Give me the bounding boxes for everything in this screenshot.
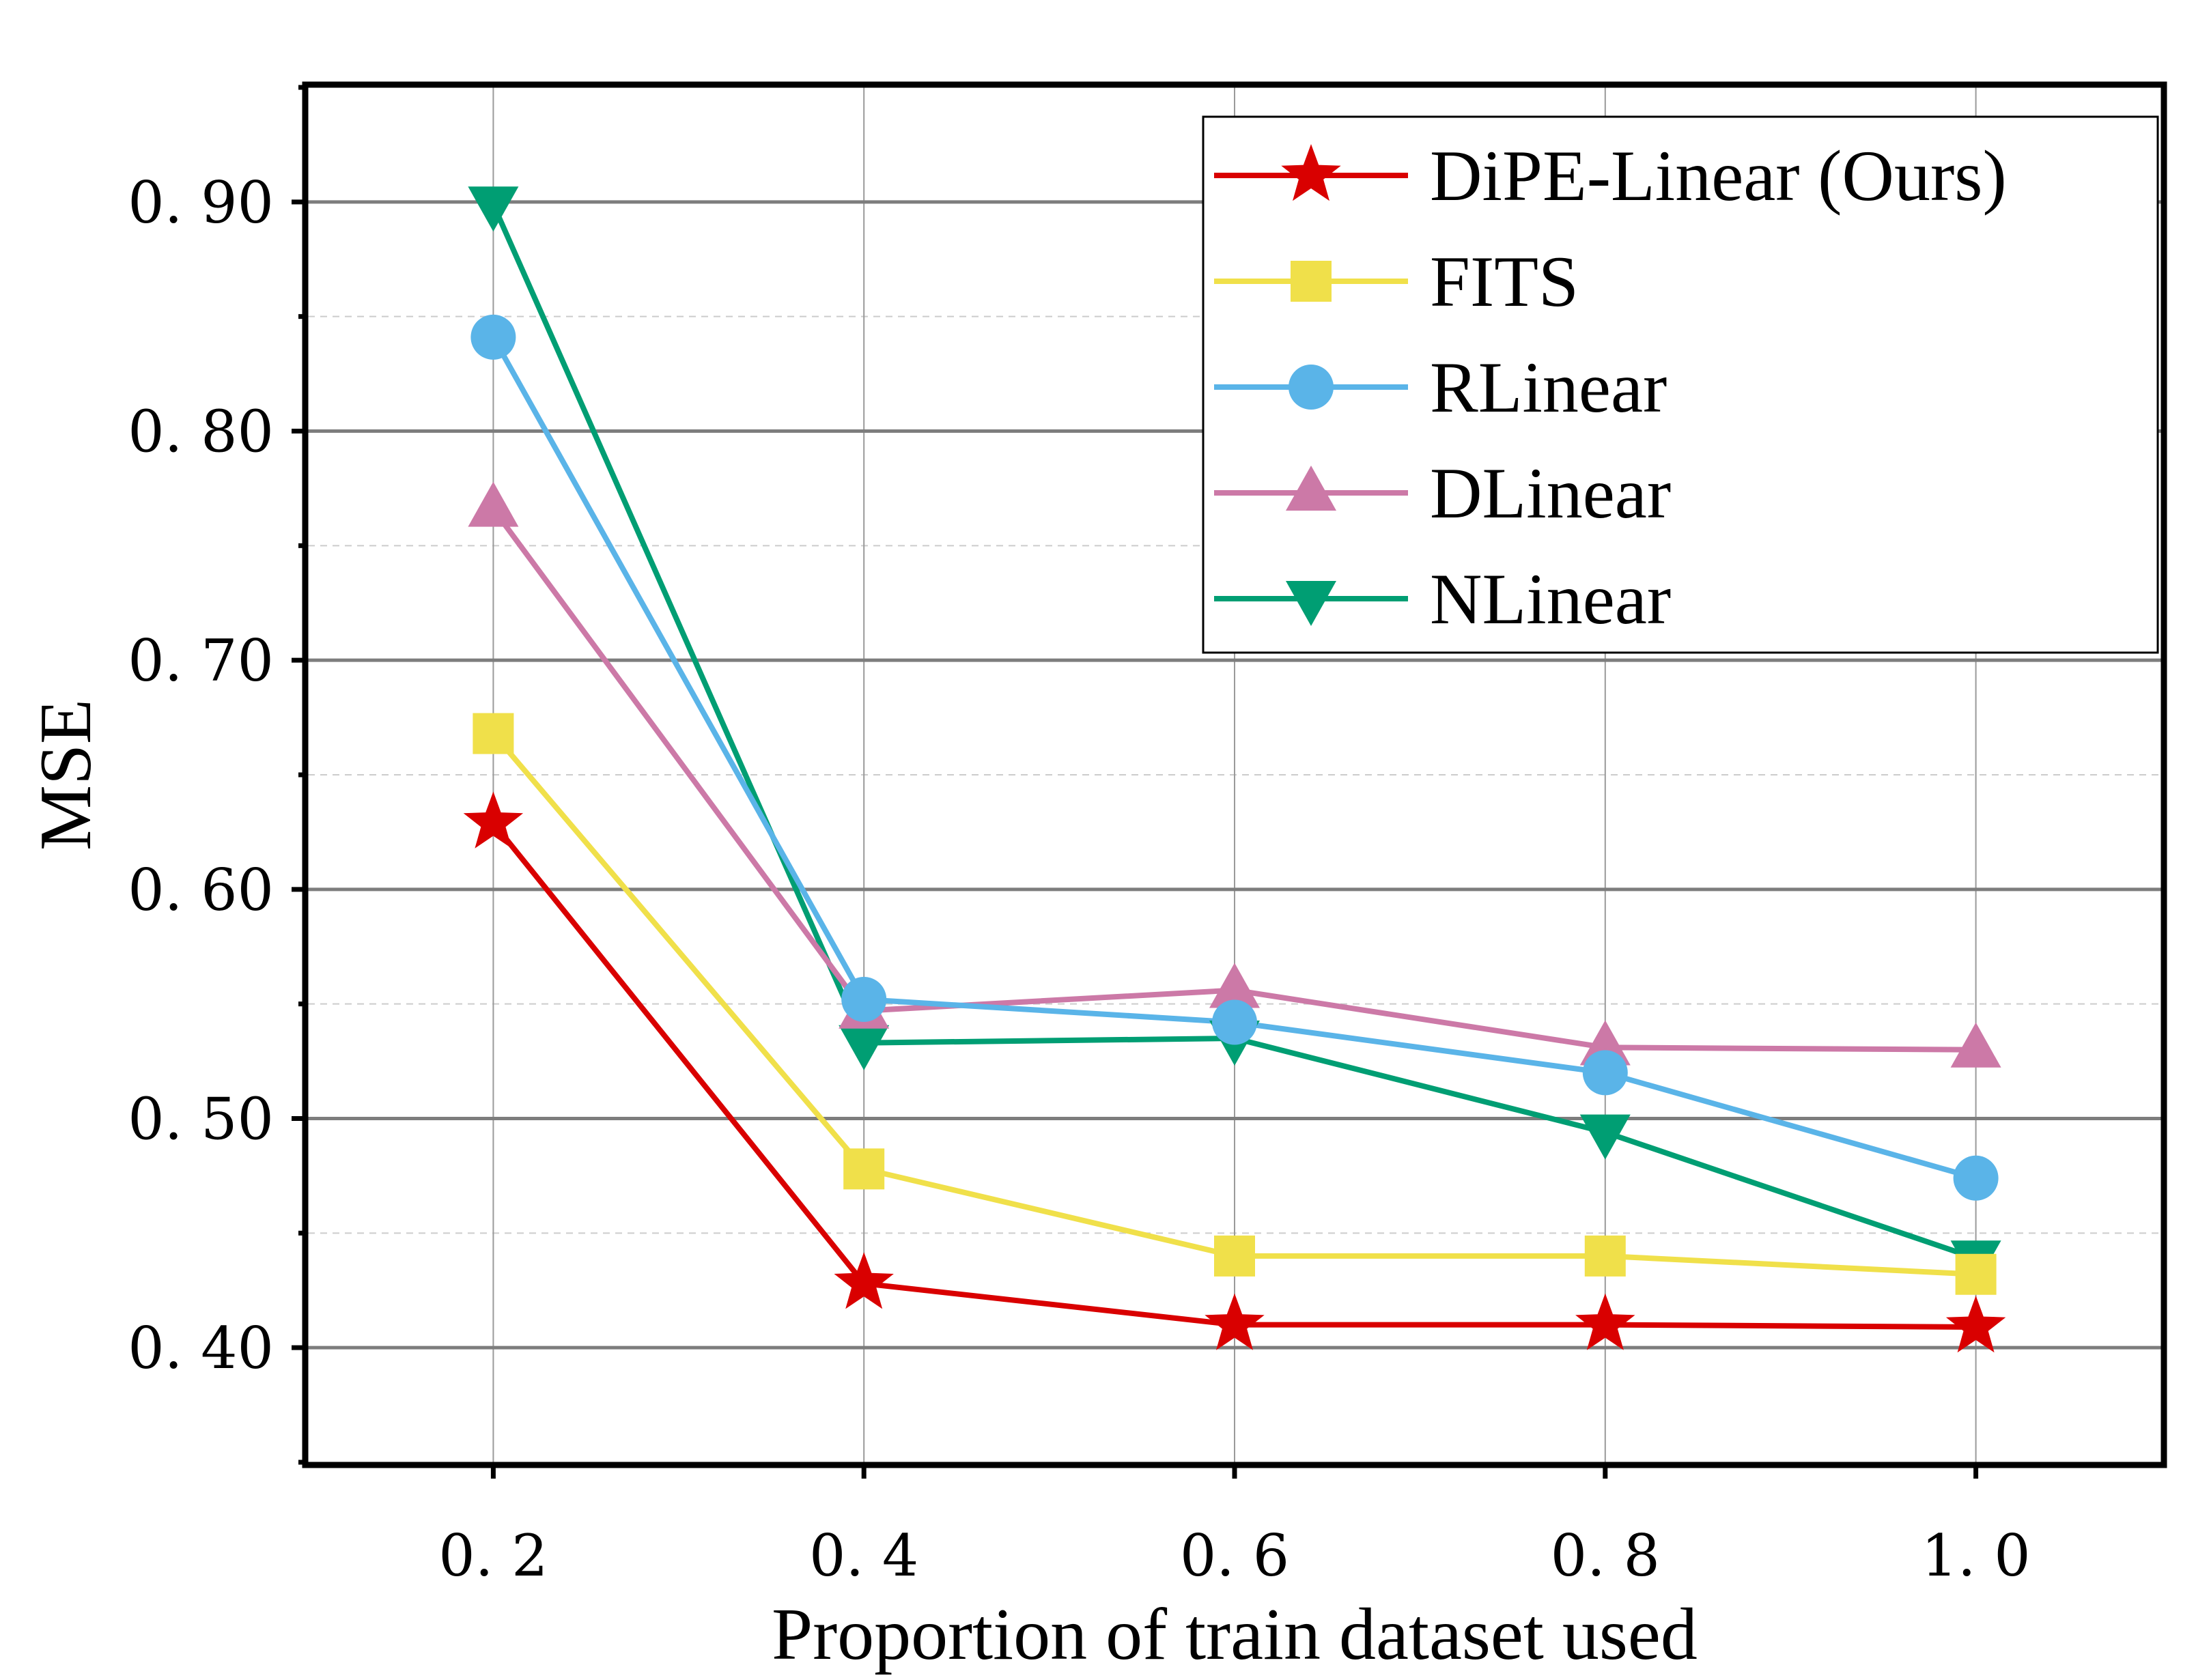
data-point bbox=[843, 1148, 885, 1190]
y-tick-label: 0. 80 bbox=[128, 399, 274, 466]
legend-marker bbox=[1286, 581, 1336, 626]
y-tick-label: 0. 40 bbox=[128, 1315, 274, 1382]
data-point bbox=[473, 713, 514, 754]
data-point bbox=[1205, 1293, 1265, 1350]
data-point bbox=[1209, 963, 1260, 1008]
y-tick-label: 0. 50 bbox=[128, 1086, 274, 1153]
x-tick-label: 0. 4 bbox=[809, 1522, 918, 1589]
x-tick-label: 0. 8 bbox=[1551, 1522, 1660, 1589]
y-axis-title: MSE bbox=[25, 699, 107, 851]
legend-label: RLinear bbox=[1430, 347, 1667, 427]
legend-marker bbox=[1289, 365, 1334, 410]
legend-label: FITS bbox=[1430, 242, 1579, 322]
data-point bbox=[834, 1252, 894, 1309]
legend-label: NLinear bbox=[1430, 559, 1671, 639]
data-point bbox=[1955, 1253, 1997, 1295]
legend-marker bbox=[1286, 466, 1336, 511]
data-point bbox=[1575, 1293, 1635, 1350]
x-tick-labels: 0. 2 0. 4 0. 6 0. 8 1. 0 bbox=[438, 1522, 2030, 1589]
y-tick-label: 0. 70 bbox=[128, 627, 274, 694]
legend-marker bbox=[1281, 144, 1341, 201]
data-point bbox=[841, 976, 887, 1022]
legend-label: DLinear bbox=[1430, 453, 1671, 533]
y-tick-label: 0. 60 bbox=[128, 857, 274, 924]
data-point bbox=[468, 186, 519, 232]
data-point bbox=[1945, 1296, 2006, 1353]
major-gridlines bbox=[308, 87, 2161, 1462]
data-point bbox=[1582, 1050, 1628, 1096]
y-tick-labels: 0. 40 0. 50 0. 60 0. 70 0. 80 0. 90 bbox=[128, 169, 274, 1382]
data-point bbox=[468, 481, 519, 527]
x-axis-title: Proportion of train dataset used bbox=[772, 1594, 1698, 1675]
data-point bbox=[1584, 1235, 1626, 1277]
legend-label: DiPE-Linear (Ours) bbox=[1430, 136, 2007, 216]
axis-ticks bbox=[292, 85, 1979, 1479]
data-point bbox=[470, 314, 516, 360]
data-point bbox=[1214, 1235, 1255, 1277]
x-tick-label: 0. 6 bbox=[1180, 1522, 1289, 1589]
x-tick-label: 1. 0 bbox=[1921, 1522, 2030, 1589]
data-point bbox=[1579, 1114, 1631, 1160]
data-point bbox=[1579, 1020, 1631, 1066]
series-markers bbox=[463, 186, 2006, 1353]
legend: DiPE-Linear (Ours) FITS RLinear DLinear NLin… bbox=[1202, 115, 2159, 654]
data-point bbox=[1950, 1022, 2001, 1068]
x-tick-label: 0. 2 bbox=[438, 1522, 548, 1589]
data-point bbox=[1212, 999, 1257, 1045]
data-point bbox=[463, 791, 524, 849]
y-tick-label: 0. 90 bbox=[128, 169, 274, 236]
legend-marker bbox=[1291, 261, 1332, 302]
data-point bbox=[1953, 1155, 1999, 1201]
data-point bbox=[839, 1025, 890, 1070]
